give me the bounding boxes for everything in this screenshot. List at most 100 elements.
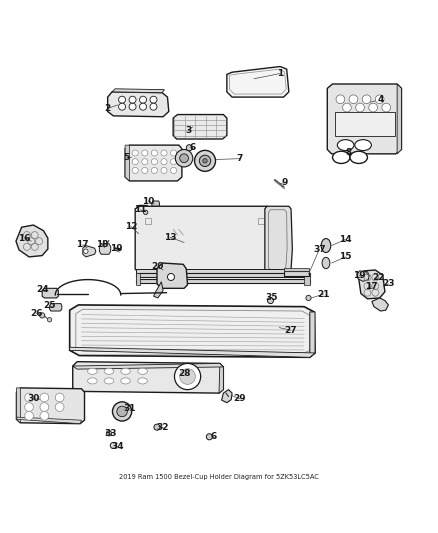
Polygon shape [73,364,223,369]
Circle shape [180,369,195,384]
Polygon shape [70,305,315,357]
Polygon shape [157,263,187,288]
Polygon shape [112,89,164,93]
Text: 28: 28 [178,369,191,378]
Circle shape [151,150,157,156]
Circle shape [25,411,33,420]
Text: 17: 17 [364,282,377,291]
Text: 32: 32 [157,423,170,432]
Text: 15: 15 [339,253,352,261]
Circle shape [142,167,148,174]
Text: 24: 24 [36,285,49,294]
Circle shape [40,403,49,411]
Polygon shape [135,206,272,273]
Text: 5: 5 [124,153,130,162]
Bar [136,269,292,274]
Circle shape [174,364,201,390]
Circle shape [144,210,148,215]
Circle shape [161,167,167,174]
Circle shape [180,154,188,163]
Circle shape [170,150,177,156]
Circle shape [375,95,384,103]
Circle shape [25,393,33,402]
Circle shape [167,273,174,280]
Text: 21: 21 [318,289,330,298]
Circle shape [362,95,371,103]
Ellipse shape [350,151,367,164]
Polygon shape [125,145,182,181]
Circle shape [40,411,49,420]
Text: 25: 25 [43,301,56,310]
Circle shape [129,96,136,103]
Circle shape [382,103,391,112]
Polygon shape [357,271,369,281]
Text: 37: 37 [313,245,326,254]
Text: 33: 33 [105,429,117,438]
Ellipse shape [104,378,114,384]
Circle shape [113,402,132,421]
Polygon shape [222,390,232,403]
Text: 3: 3 [185,126,191,135]
Circle shape [356,103,364,112]
Text: 6: 6 [190,143,196,152]
Circle shape [206,434,212,440]
Circle shape [343,103,351,112]
Circle shape [117,406,127,417]
Text: 14: 14 [339,235,352,244]
Circle shape [40,393,49,402]
Circle shape [268,297,274,304]
Text: 27: 27 [285,326,297,335]
Bar [285,268,308,271]
Polygon shape [227,67,289,97]
Circle shape [150,103,157,110]
Text: 11: 11 [134,205,147,214]
Circle shape [106,431,112,436]
Bar [136,272,310,277]
Polygon shape [42,288,58,298]
Text: 7: 7 [237,154,243,163]
Circle shape [170,167,177,174]
Text: 1: 1 [277,69,283,78]
Ellipse shape [88,378,97,384]
Circle shape [151,167,157,174]
Circle shape [306,295,311,301]
Text: 29: 29 [233,394,246,403]
Polygon shape [136,272,141,285]
Text: 30: 30 [27,394,39,403]
Polygon shape [83,246,96,257]
Circle shape [55,393,64,402]
Ellipse shape [332,151,350,164]
Circle shape [175,149,193,167]
Circle shape [132,150,138,156]
Text: 12: 12 [124,222,137,231]
Ellipse shape [138,368,148,374]
Polygon shape [372,298,389,311]
Circle shape [119,103,126,110]
Polygon shape [70,348,315,357]
Ellipse shape [138,378,148,384]
Circle shape [132,167,138,174]
Ellipse shape [88,368,97,374]
Circle shape [39,313,45,318]
Text: 6: 6 [211,432,217,441]
Circle shape [161,159,167,165]
Bar [285,271,308,276]
Circle shape [47,318,52,322]
Polygon shape [16,388,20,423]
Text: 35: 35 [265,293,278,302]
Circle shape [199,155,211,166]
Text: 19: 19 [353,271,366,280]
Polygon shape [327,84,402,154]
Polygon shape [99,244,111,254]
Text: 10: 10 [142,197,155,206]
Ellipse shape [321,239,331,253]
Circle shape [369,103,378,112]
Circle shape [161,150,167,156]
Text: 13: 13 [164,233,177,242]
Text: 23: 23 [382,279,395,288]
Circle shape [186,144,192,151]
Polygon shape [108,92,169,117]
Polygon shape [137,205,150,273]
Circle shape [140,103,147,110]
Polygon shape [359,270,385,299]
